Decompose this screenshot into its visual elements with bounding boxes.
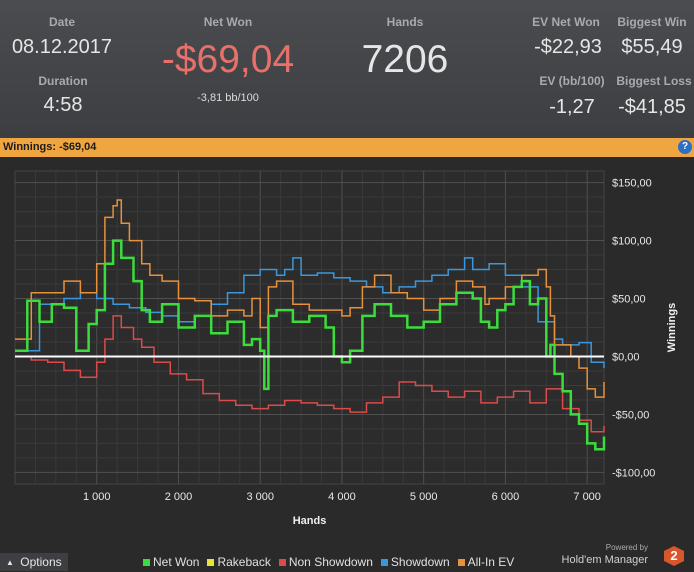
y-tick-label: -$50,00 (612, 409, 649, 421)
options-label: Options (20, 555, 62, 569)
duration-label: Duration (38, 74, 88, 88)
legend-swatch (207, 559, 215, 567)
x-tick-label: 1 000 (83, 491, 111, 503)
ev-net-won-label: EV Net Won (532, 15, 600, 29)
date-label: Date (48, 15, 75, 29)
legend-item[interactable]: All-In EV (457, 555, 515, 569)
series-line-non-showdown (15, 315, 605, 433)
brand-badge-icon: 2 (664, 546, 684, 566)
hands-value: 7206 (361, 38, 449, 81)
legend-label: All-In EV (467, 555, 515, 569)
legend-item[interactable]: Non Showdown (278, 555, 373, 569)
x-tick-label: 5 000 (410, 491, 438, 503)
date-value: 08.12.2017 (11, 36, 113, 58)
footer-bar: ▲ Options Net Won Rakeback Non Showdown Sho… (0, 543, 694, 571)
powered-by-text: Powered by (605, 543, 648, 552)
y-axis-label: Winnings (666, 303, 678, 352)
brand-name: Hold'em Manager (561, 554, 648, 566)
biggest-loss-label: Biggest Loss (616, 74, 692, 88)
y-tick-label: $50,00 (612, 294, 646, 306)
y-tick-label: $100,00 (612, 236, 652, 248)
net-won-label: Net Won (203, 15, 253, 29)
x-tick-label: 3 000 (246, 491, 274, 503)
legend-swatch (143, 559, 150, 567)
ev-bb-label: EV (bb/100) (539, 74, 605, 88)
legend-label: Net Won (153, 555, 200, 569)
series-line-all-in-ev (15, 199, 605, 398)
legend-swatch (457, 559, 465, 567)
net-won-value: -$69,04 (161, 38, 295, 81)
help-icon[interactable]: ? (678, 140, 692, 154)
winnings-banner-text: Winnings: -$69,04 (3, 141, 97, 153)
legend-swatch (278, 559, 286, 567)
x-tick-label: 6 000 (492, 491, 520, 503)
options-arrow-icon: ▲ (6, 558, 14, 567)
winnings-banner: Winnings: -$69,04 ? (0, 138, 694, 157)
winnings-chart: 1 000 2 000 3 000 4 000 5 000 6 000 7 000 $150,… (0, 157, 694, 549)
y-tick-label: -$100,00 (612, 467, 655, 479)
net-won-bb: -3,81 bb/100 (197, 92, 259, 104)
winnings-chart-svg: 1 000 2 000 3 000 4 000 5 000 6 000 7 000 $150,… (14, 170, 678, 527)
series-line-net-won (15, 239, 606, 451)
legend-swatch (380, 559, 388, 567)
ev-bb-value: -1,27 (549, 96, 595, 118)
biggest-win-value: $55,49 (621, 36, 683, 58)
x-tick-label: 2 000 (165, 491, 193, 503)
options-button[interactable]: ▲ Options (0, 553, 68, 571)
duration-value: 4:58 (43, 94, 83, 116)
x-tick-label: 4 000 (328, 491, 356, 503)
biggest-loss-value: -$41,85 (618, 96, 686, 118)
legend-label: Rakeback (217, 555, 271, 569)
legend-label: Showdown (390, 555, 450, 569)
ev-net-won-value: -$22,93 (534, 36, 602, 58)
y-tick-label: $0,00 (612, 351, 640, 363)
chart-legend: Net Won Rakeback Non Showdown Showdown All-I… (143, 555, 522, 569)
hands-label: Hands (386, 15, 424, 29)
legend-item[interactable]: Showdown (380, 555, 450, 569)
summary-header: Date 08.12.2017 Duration 4:58 Net Won -$… (0, 0, 694, 138)
x-tick-label: 7 000 (573, 491, 601, 503)
biggest-win-label: Biggest Win (617, 15, 687, 29)
legend-item[interactable]: Rakeback (207, 555, 271, 569)
y-tick-label: $150,00 (612, 178, 652, 190)
legend-item[interactable]: Net Won (143, 555, 199, 569)
legend-label: Non Showdown (288, 555, 373, 569)
x-axis-label: Hands (293, 515, 327, 527)
